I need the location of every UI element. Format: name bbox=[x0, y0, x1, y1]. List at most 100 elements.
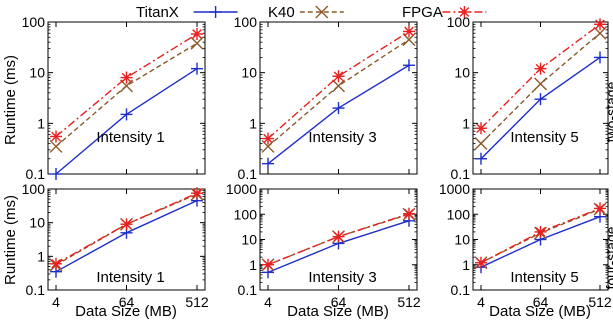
data-point bbox=[50, 168, 62, 180]
series-fpga bbox=[50, 187, 203, 270]
panel-annotation: Intensity 1 bbox=[96, 129, 164, 146]
panel-r1-c0: 0.1 1 10 100 4 64 512 Intensity 1 bbox=[22, 181, 209, 310]
x-tick-label: 4 bbox=[264, 294, 272, 310]
data-point bbox=[534, 93, 547, 106]
data-point bbox=[403, 59, 415, 72]
y-tick-label: 1000 bbox=[226, 181, 257, 197]
series-line bbox=[480, 23, 601, 129]
x-axis-label: Data Size (MB) bbox=[287, 303, 389, 320]
x-tick-label: 4 bbox=[477, 294, 485, 310]
data-point bbox=[534, 225, 547, 238]
x-tick-label: 512 bbox=[588, 294, 612, 310]
series-titanx bbox=[475, 210, 606, 274]
y-tick-label: 100 bbox=[234, 206, 258, 222]
y-axis: 0.1 1 10 100 bbox=[22, 14, 205, 182]
panel-annotation: Intensity 3 bbox=[308, 129, 376, 146]
legend-marker bbox=[209, 6, 222, 18]
chart-panels: 0.1 1 10 100 Intensity 1 0.1 1 10 100 Intensity 3… bbox=[22, 14, 612, 310]
panel-annotation: Intensity 5 bbox=[510, 129, 578, 146]
data-point bbox=[332, 230, 345, 243]
series-titanx bbox=[262, 59, 415, 170]
x-axis bbox=[55, 22, 198, 174]
legend-entry-titanx: TitanX bbox=[136, 4, 238, 21]
x-tick-label: 64 bbox=[119, 294, 135, 310]
data-point bbox=[191, 187, 203, 200]
x-axis: 4 64 512 bbox=[264, 189, 421, 310]
data-point bbox=[191, 62, 203, 75]
series-titanx bbox=[50, 62, 203, 180]
y-tick-label: 1 bbox=[462, 115, 470, 131]
legend-marker bbox=[458, 6, 471, 18]
series-fpga bbox=[475, 18, 606, 135]
legend-label: K40 bbox=[268, 4, 295, 21]
row-label-bottom: four-stage bbox=[603, 226, 613, 289]
y-tick-label: 0.1 bbox=[26, 282, 46, 298]
data-point bbox=[534, 62, 547, 75]
y-tick-label: 10 bbox=[241, 232, 257, 248]
panel-r1-c2: 0.1 1 10 100 1000 4 64 512 Intensity 5 bbox=[439, 181, 612, 310]
data-point bbox=[594, 202, 606, 215]
x-axis-label: Data Size (MB) bbox=[489, 303, 591, 320]
x-tick-label: 64 bbox=[331, 294, 347, 310]
series-fpga bbox=[50, 27, 203, 143]
y-axis: 0.1 1 10 100 bbox=[22, 181, 205, 298]
y-tick-label: 1 bbox=[249, 257, 257, 273]
series-fpga bbox=[475, 202, 606, 269]
x-axis bbox=[267, 22, 410, 174]
series-line bbox=[267, 30, 410, 140]
y-tick-label: 0.1 bbox=[451, 166, 471, 182]
series-fpga bbox=[262, 25, 415, 145]
legend-label: TitanX bbox=[136, 4, 179, 21]
data-point bbox=[594, 51, 606, 64]
legend-marker bbox=[315, 5, 329, 19]
x-tick-label: 4 bbox=[52, 294, 60, 310]
legend-entry-fpga: FPGA bbox=[402, 4, 487, 21]
panel-annotation: Intensity 5 bbox=[510, 269, 578, 286]
y-tick-label: 1 bbox=[37, 248, 45, 264]
y-tick-label: 100 bbox=[22, 14, 46, 30]
y-tick-label: 1 bbox=[37, 115, 45, 131]
y-tick-label: 100 bbox=[22, 181, 46, 197]
row-label-top: two-stage bbox=[603, 81, 613, 142]
y-tick-label: 1 bbox=[462, 257, 470, 273]
y-axis: 0.1 1 10 100 1000 bbox=[439, 181, 608, 298]
data-point bbox=[475, 152, 487, 165]
series-fpga bbox=[262, 207, 415, 271]
series-line bbox=[480, 32, 601, 144]
series-titanx bbox=[262, 214, 415, 279]
y-tick-label: 100 bbox=[447, 206, 471, 222]
x-axis-label: Data Size (MB) bbox=[75, 303, 177, 320]
x-axis: 4 64 512 bbox=[52, 189, 209, 310]
x-tick-label: 512 bbox=[185, 294, 209, 310]
data-point bbox=[534, 77, 547, 91]
x-tick-label: 512 bbox=[397, 294, 421, 310]
data-point bbox=[120, 218, 133, 231]
data-point bbox=[50, 257, 62, 270]
series-k40 bbox=[474, 26, 607, 150]
y-tick-label: 1 bbox=[249, 115, 257, 131]
y-axis-label-top: Runtime (ms) bbox=[2, 55, 19, 145]
panel-r0-c1: 0.1 1 10 100 Intensity 3 bbox=[234, 14, 418, 182]
data-point bbox=[262, 157, 274, 170]
plot-frame bbox=[47, 21, 206, 175]
y-axis: 0.1 1 10 100 bbox=[234, 14, 417, 182]
data-point bbox=[403, 207, 415, 220]
panel-r0-c0: 0.1 1 10 100 Intensity 1 bbox=[22, 14, 206, 182]
data-point bbox=[190, 36, 204, 50]
data-point bbox=[262, 258, 274, 271]
data-point bbox=[191, 27, 203, 40]
y-tick-label: 0.1 bbox=[238, 282, 258, 298]
y-tick-label: 0.1 bbox=[451, 282, 471, 298]
data-point bbox=[475, 256, 487, 269]
y-tick-label: 10 bbox=[29, 215, 45, 231]
y-axis-label-bottom: Runtime (ms) bbox=[2, 195, 19, 285]
y-tick-label: 0.1 bbox=[26, 166, 46, 182]
panel-annotation: Intensity 1 bbox=[96, 269, 164, 286]
x-axis: 4 64 512 bbox=[477, 189, 612, 310]
y-tick-label: 10 bbox=[29, 65, 45, 81]
data-point bbox=[403, 25, 415, 38]
y-tick-label: 10 bbox=[241, 65, 257, 81]
y-tick-label: 0.1 bbox=[238, 166, 258, 182]
y-tick-label: 10 bbox=[454, 65, 470, 81]
